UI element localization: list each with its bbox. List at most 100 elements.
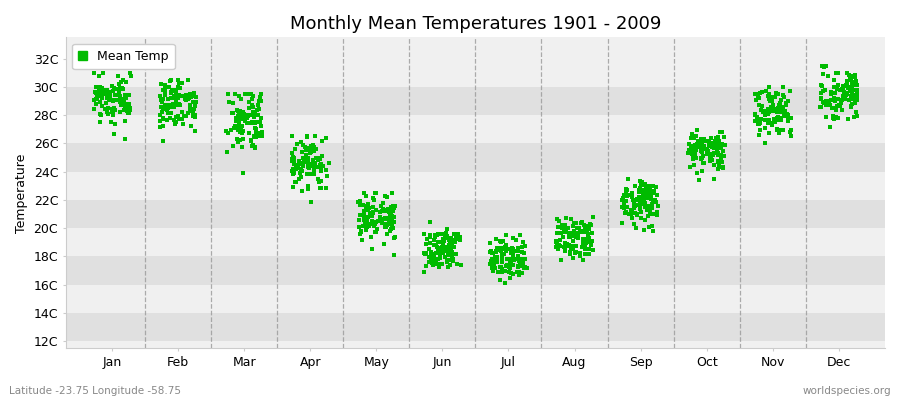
- Point: [244, 136, 258, 143]
- Point: [417, 230, 431, 237]
- Point: [566, 230, 580, 237]
- Point: [178, 113, 193, 119]
- Point: [240, 120, 255, 126]
- Point: [375, 208, 390, 214]
- Point: [93, 84, 107, 90]
- Point: [117, 102, 131, 109]
- Point: [383, 228, 398, 234]
- Bar: [66, 285, 885, 313]
- Point: [181, 110, 195, 116]
- Point: [559, 215, 573, 222]
- Point: [815, 83, 830, 89]
- Point: [295, 154, 310, 161]
- Point: [379, 222, 393, 228]
- Point: [435, 248, 449, 254]
- Point: [116, 86, 130, 92]
- Point: [490, 247, 504, 254]
- Point: [503, 260, 517, 266]
- Point: [488, 257, 502, 264]
- Point: [254, 115, 268, 121]
- Point: [634, 209, 648, 216]
- Point: [566, 238, 580, 244]
- Point: [386, 234, 400, 241]
- Point: [386, 207, 400, 214]
- Point: [418, 262, 433, 269]
- Point: [510, 245, 525, 251]
- Point: [827, 84, 842, 90]
- Point: [295, 149, 310, 155]
- Point: [638, 204, 652, 210]
- Point: [633, 204, 647, 210]
- Point: [117, 107, 131, 113]
- Point: [713, 145, 727, 151]
- Point: [519, 264, 534, 271]
- Point: [565, 243, 580, 249]
- Point: [635, 187, 650, 194]
- Point: [559, 227, 573, 234]
- Point: [563, 245, 578, 251]
- Point: [626, 197, 641, 203]
- Point: [382, 215, 397, 221]
- Point: [233, 116, 248, 122]
- Point: [99, 99, 113, 106]
- Point: [242, 105, 256, 112]
- Point: [310, 164, 324, 170]
- Point: [780, 111, 795, 117]
- Point: [620, 187, 634, 194]
- Point: [644, 205, 659, 211]
- Point: [830, 96, 844, 102]
- Point: [242, 112, 256, 118]
- Point: [561, 241, 575, 248]
- Point: [423, 240, 437, 246]
- Point: [161, 110, 176, 116]
- Point: [499, 241, 513, 248]
- Point: [100, 86, 114, 93]
- Point: [158, 89, 172, 96]
- Point: [153, 112, 167, 118]
- Point: [649, 184, 663, 190]
- Point: [577, 229, 591, 235]
- Point: [699, 151, 714, 157]
- Point: [94, 92, 108, 98]
- Point: [584, 222, 598, 228]
- Point: [511, 248, 526, 255]
- Point: [616, 200, 631, 206]
- Point: [495, 269, 509, 275]
- Point: [826, 116, 841, 122]
- Point: [717, 133, 732, 140]
- Point: [572, 224, 586, 231]
- Point: [549, 240, 563, 247]
- Point: [288, 179, 302, 186]
- Point: [358, 205, 373, 212]
- Point: [236, 114, 250, 121]
- Point: [848, 74, 862, 80]
- Point: [293, 139, 308, 145]
- Point: [839, 81, 853, 88]
- Point: [627, 205, 642, 211]
- Point: [95, 95, 110, 101]
- Point: [114, 97, 129, 103]
- Point: [387, 219, 401, 226]
- Point: [247, 133, 261, 139]
- Point: [375, 206, 390, 212]
- Point: [358, 220, 373, 227]
- Point: [845, 96, 859, 102]
- Point: [688, 147, 702, 154]
- Point: [120, 107, 134, 114]
- Point: [624, 207, 638, 214]
- Point: [634, 179, 649, 186]
- Point: [311, 179, 326, 186]
- Point: [826, 77, 841, 84]
- Point: [121, 110, 135, 116]
- Point: [369, 219, 383, 226]
- Point: [289, 166, 303, 172]
- Point: [493, 248, 508, 254]
- Point: [834, 100, 849, 106]
- Point: [158, 82, 172, 88]
- Point: [714, 164, 728, 170]
- Point: [764, 94, 778, 100]
- Point: [814, 96, 828, 102]
- Point: [774, 96, 788, 103]
- Point: [106, 112, 121, 118]
- Point: [701, 142, 716, 149]
